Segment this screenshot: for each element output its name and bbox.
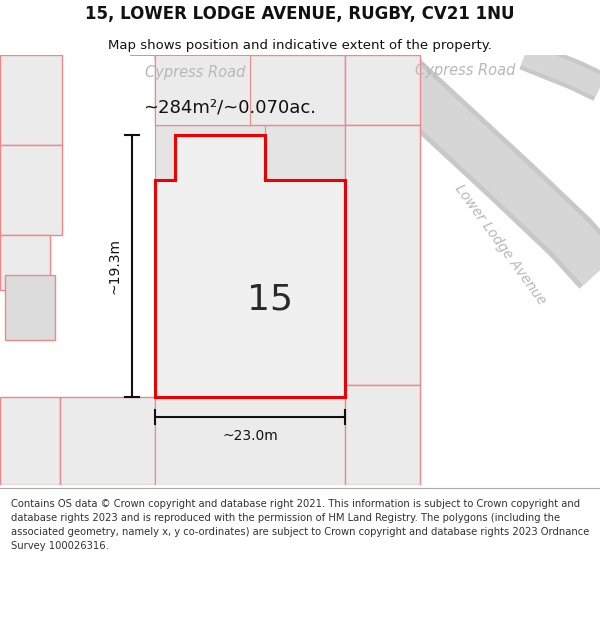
Polygon shape [345,55,420,125]
Polygon shape [5,275,55,340]
Polygon shape [155,397,345,485]
Polygon shape [155,55,345,125]
Text: 15, LOWER LODGE AVENUE, RUGBY, CV21 1NU: 15, LOWER LODGE AVENUE, RUGBY, CV21 1NU [85,5,515,22]
Text: Lower Lodge Avenue: Lower Lodge Avenue [452,182,548,308]
Text: 15: 15 [247,283,293,317]
Polygon shape [0,55,62,145]
Polygon shape [0,145,62,235]
Polygon shape [0,235,50,290]
Text: ~19.3m: ~19.3m [108,238,122,294]
Text: Contains OS data © Crown copyright and database right 2021. This information is : Contains OS data © Crown copyright and d… [11,499,589,551]
Text: Cypress Road: Cypress Road [415,62,515,78]
Text: Cypress Road: Cypress Road [145,66,245,81]
Polygon shape [265,125,345,397]
Polygon shape [130,55,225,105]
Polygon shape [155,135,345,397]
Polygon shape [345,125,420,385]
Polygon shape [155,55,250,125]
Polygon shape [0,397,60,485]
Text: ~284m²/~0.070ac.: ~284m²/~0.070ac. [143,98,317,116]
Text: Map shows position and indicative extent of the property.: Map shows position and indicative extent… [108,39,492,52]
Polygon shape [345,385,420,485]
Polygon shape [60,397,155,485]
Text: ~23.0m: ~23.0m [222,429,278,443]
Polygon shape [155,55,265,397]
